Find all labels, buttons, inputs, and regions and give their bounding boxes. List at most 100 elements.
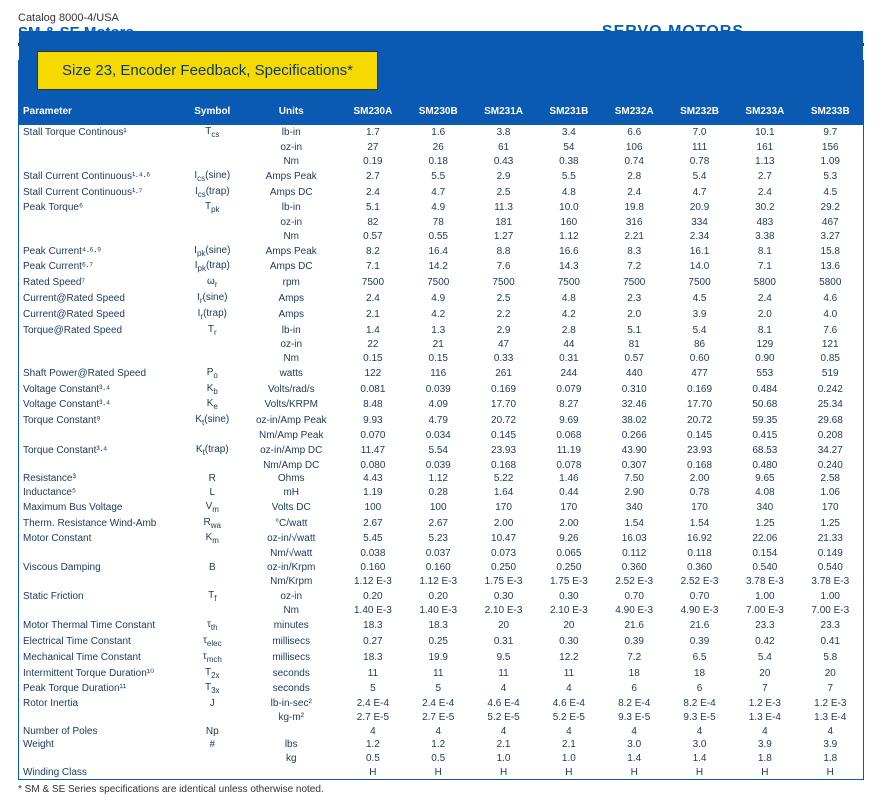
cell-param: Static Friction [19, 588, 182, 604]
cell-value: 1.00 [798, 588, 863, 604]
cell-value: 20 [471, 618, 536, 634]
table-row: Static FrictionTfoz-in0.200.200.300.300.… [19, 588, 863, 604]
cell-unit [242, 724, 340, 738]
cell-value: 7.1 [340, 259, 405, 275]
cell-value: 170 [798, 500, 863, 516]
cell-value: 0.5 [340, 752, 405, 766]
cell-param: Stall Current Continuous¹·⁷ [19, 184, 182, 200]
cell-param: Inductance⁵ [19, 486, 182, 500]
cell-unit: Amps Peak [242, 168, 340, 184]
cell-value: 100 [340, 500, 405, 516]
cell-unit: Volts/rad/s [242, 381, 340, 397]
table-row: Nm/Amp DC0.0800.0390.1680.0780.3070.1680… [19, 458, 863, 472]
cell-param: Stall Torque Continous¹ [19, 125, 182, 141]
cell-value: 0.307 [602, 458, 667, 472]
cell-value: 4.08 [732, 486, 797, 500]
cell-value: 3.0 [667, 738, 732, 752]
cell-unit: Nm/Amp Peak [242, 429, 340, 443]
cell-value: 0.360 [602, 561, 667, 575]
cell-unit: lb-in [242, 200, 340, 216]
cell-value: 20.72 [471, 413, 536, 429]
table-row: Therm. Resistance Wind-AmbRwa°C/watt2.67… [19, 515, 863, 531]
cell-unit: Nm/Krpm [242, 574, 340, 588]
cell-unit: rpm [242, 275, 340, 291]
cell-param: Motor Constant [19, 531, 182, 547]
cell-value: 0.55 [406, 229, 471, 243]
cell-symbol [182, 752, 242, 766]
cell-value: 0.20 [340, 588, 405, 604]
cell-unit: lb-in [242, 322, 340, 338]
cell-value: 4.6 E-4 [536, 697, 601, 711]
cell-value: 4.7 [667, 184, 732, 200]
cell-value: 5.45 [340, 531, 405, 547]
cell-param: Torque Constant⁹ [19, 413, 182, 429]
cell-param [19, 338, 182, 352]
cell-value: 9.93 [340, 413, 405, 429]
table-row: kg0.50.51.01.01.41.41.81.8 [19, 752, 863, 766]
cell-unit: kg-m² [242, 710, 340, 724]
table-row: Nm0.150.150.330.310.570.600.900.85 [19, 352, 863, 366]
cell-value: 3.4 [536, 125, 601, 141]
cell-value: 9.3 E-5 [667, 710, 732, 724]
cell-value: 0.31 [471, 634, 536, 650]
cell-value: 11 [340, 665, 405, 681]
cell-symbol: Ics(sine) [182, 168, 242, 184]
cell-value: 0.27 [340, 634, 405, 650]
table-row: Nm/Amp Peak0.0700.0340.1450.0680.2660.14… [19, 429, 863, 443]
cell-value: 1.25 [732, 515, 797, 531]
cell-unit: Nm [242, 155, 340, 169]
cell-value: 0.081 [340, 381, 405, 397]
cell-value: 2.4 [732, 184, 797, 200]
cell-value: 1.64 [471, 486, 536, 500]
cell-value: 4.2 [406, 306, 471, 322]
cell-symbol [182, 766, 242, 780]
cell-value: 1.13 [732, 155, 797, 169]
cell-value: 2.21 [602, 229, 667, 243]
cell-value: 0.250 [536, 561, 601, 575]
cell-param: Resistance³ [19, 472, 182, 486]
cell-value: 14.3 [536, 259, 601, 275]
cell-value: 1.2 E-3 [798, 697, 863, 711]
cell-value: 106 [602, 141, 667, 155]
cell-unit: minutes [242, 618, 340, 634]
cell-value: 0.250 [471, 561, 536, 575]
cell-value: 21 [406, 338, 471, 352]
cell-value: 0.70 [667, 588, 732, 604]
table-row: Motor ConstantKmoz-in/√watt5.455.2310.47… [19, 531, 863, 547]
cell-value: 11 [406, 665, 471, 681]
cell-value: 0.112 [602, 547, 667, 561]
cell-value: 8.48 [340, 397, 405, 413]
cell-symbol [182, 547, 242, 561]
cell-value: 483 [732, 216, 797, 230]
cell-value: 16.03 [602, 531, 667, 547]
cell-value: 0.168 [471, 458, 536, 472]
cell-value: 1.7 [340, 125, 405, 141]
cell-param: Peak Current⁴·⁶·⁹ [19, 243, 182, 259]
cell-value: 20.9 [667, 200, 732, 216]
cell-param: Winding Class [19, 766, 182, 780]
cell-value: 6.6 [602, 125, 667, 141]
table-row: Rotor InertiaJlb-in-sec²2.4 E-42.4 E-44.… [19, 697, 863, 711]
cell-value: 21.6 [667, 618, 732, 634]
cell-param: Rated Speed⁷ [19, 275, 182, 291]
cell-param [19, 752, 182, 766]
cell-unit: millisecs [242, 634, 340, 650]
cell-value: 5 [406, 681, 471, 697]
cell-value: 122 [340, 366, 405, 382]
cell-value: 1.3 E-4 [732, 710, 797, 724]
cell-value: 2.4 E-4 [340, 697, 405, 711]
cell-value: 1.54 [667, 515, 732, 531]
cell-symbol: T2x [182, 665, 242, 681]
cell-param: Number of Poles [19, 724, 182, 738]
cell-value: 11.19 [536, 442, 601, 458]
cell-value: 5.5 [406, 168, 471, 184]
cell-symbol [182, 710, 242, 724]
cell-value: 0.18 [406, 155, 471, 169]
cell-value: 20 [536, 618, 601, 634]
cell-value: 0.160 [406, 561, 471, 575]
cell-param: Electrical Time Constant [19, 634, 182, 650]
cell-value: 25.34 [798, 397, 863, 413]
cell-value: 0.15 [340, 352, 405, 366]
cell-value: 4.8 [536, 291, 601, 307]
cell-symbol: τelec [182, 634, 242, 650]
